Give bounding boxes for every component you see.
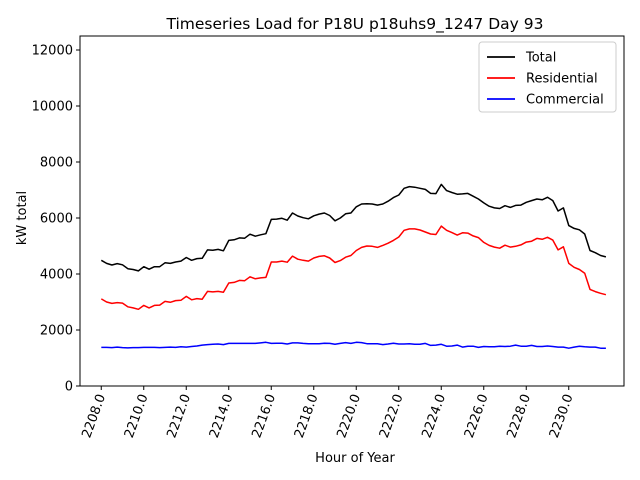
y-axis-label: kW total: [15, 191, 30, 245]
series-line-total: [100, 183, 607, 272]
y-tick-label: 6000: [40, 212, 73, 227]
y-axis-ticks: 0 2000 4000 6000 8000 10000 12000: [32, 44, 80, 395]
plot-area: [79, 35, 625, 387]
y-tick-label: 4000: [40, 268, 73, 283]
legend: Total Residential Commercial: [478, 41, 617, 113]
y-tick-label: 12000: [32, 44, 73, 59]
legend-label-commercial: Commercial: [526, 93, 604, 108]
y-tick-label: 0: [65, 380, 73, 395]
legend-label-residential: Residential: [526, 72, 598, 87]
legend-box: [478, 41, 617, 113]
chart-title: Timeseries Load for P18U p18uhs9_1247 Da…: [166, 15, 544, 34]
y-tick-label: 2000: [40, 324, 73, 339]
plot-frame: [79, 35, 625, 387]
legend-label-total: Total: [525, 51, 556, 66]
series-line-residential: [100, 225, 607, 311]
series-line-commercial: [101, 341, 606, 349]
y-tick-label: 8000: [40, 156, 73, 171]
x-axis-label: Hour of Year: [315, 451, 395, 466]
y-tick-label: 10000: [32, 100, 73, 115]
